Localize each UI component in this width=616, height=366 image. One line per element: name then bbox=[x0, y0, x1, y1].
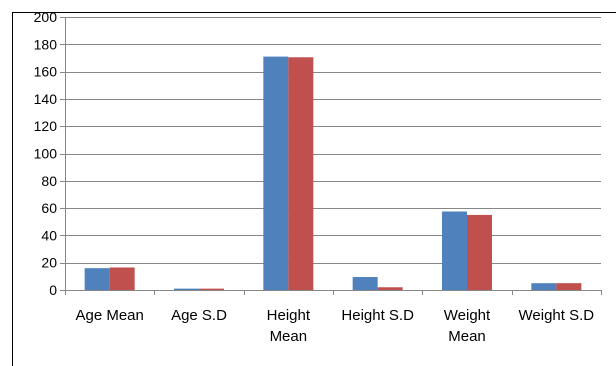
x-category-label-1: Age Mean bbox=[75, 307, 143, 324]
y-tick-label-80: 80 bbox=[41, 173, 57, 189]
x-category-label-3-line1: Height bbox=[267, 307, 311, 324]
y-tick-label-100: 100 bbox=[34, 146, 58, 162]
bar-series1-cat5 bbox=[442, 211, 467, 290]
y-tick-label-20: 20 bbox=[41, 255, 57, 271]
x-category-label-4: Height S.D bbox=[341, 307, 414, 324]
bar-series2-cat3 bbox=[288, 57, 314, 290]
bar-series1-cat6 bbox=[531, 283, 557, 290]
bar-series1-cat3 bbox=[263, 56, 289, 291]
bar-series1-cat2 bbox=[174, 288, 199, 290]
y-tick-label-120: 120 bbox=[34, 118, 58, 134]
bar-series1-cat4 bbox=[352, 277, 378, 290]
bar-series2-cat1 bbox=[109, 267, 135, 290]
x-category-label-3-line2: Mean bbox=[270, 328, 308, 345]
y-tick-label-0: 0 bbox=[49, 282, 57, 298]
x-category-label-5-line1: Weight bbox=[444, 307, 491, 324]
bar-series2-cat6 bbox=[556, 283, 582, 290]
labels: 0 20 40 60 80 100 120 140 160 180 200 Age Mean Age S… bbox=[34, 9, 595, 345]
bar-series2-cat4 bbox=[377, 287, 403, 290]
y-tick-label-160: 160 bbox=[34, 64, 58, 80]
bar-series2-cat2 bbox=[199, 288, 224, 290]
x-category-label-5-line2: Mean bbox=[448, 328, 486, 345]
y-tick-label-60: 60 bbox=[41, 200, 57, 216]
x-category-label-2: Age S.D bbox=[171, 307, 227, 324]
x-category-label-6: Weight S.D bbox=[519, 307, 595, 324]
bar-series1-cat1 bbox=[84, 268, 110, 290]
gridlines bbox=[65, 17, 601, 264]
y-tick-label-140: 140 bbox=[34, 91, 58, 107]
y-tick-label-40: 40 bbox=[41, 227, 57, 243]
y-tick-label-200: 200 bbox=[34, 9, 58, 25]
bars bbox=[84, 56, 582, 291]
bar-series2-cat5 bbox=[467, 214, 492, 290]
y-tick-label-180: 180 bbox=[34, 36, 58, 52]
axes bbox=[60, 17, 602, 295]
